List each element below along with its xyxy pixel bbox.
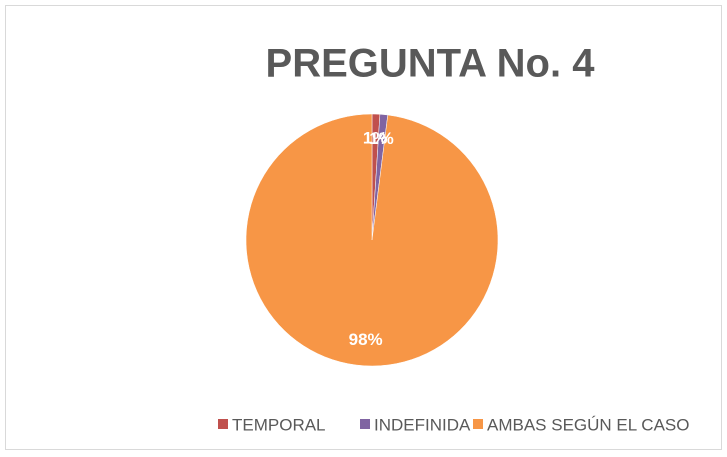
data-label: 1% — [363, 129, 388, 148]
legend-label: INDEFINIDA — [374, 415, 471, 434]
data-label: 1% — [369, 129, 394, 148]
legend-swatch — [218, 419, 228, 429]
legend-swatch — [360, 419, 370, 429]
legend-label: TEMPORAL — [232, 415, 326, 434]
legend-label: AMBAS SEGÚN EL CASO — [487, 415, 689, 434]
chart-title: PREGUNTA No. 4 — [266, 42, 596, 86]
legend-swatch — [473, 419, 483, 429]
data-label: 98% — [349, 330, 383, 349]
pie-slice — [245, 113, 499, 367]
